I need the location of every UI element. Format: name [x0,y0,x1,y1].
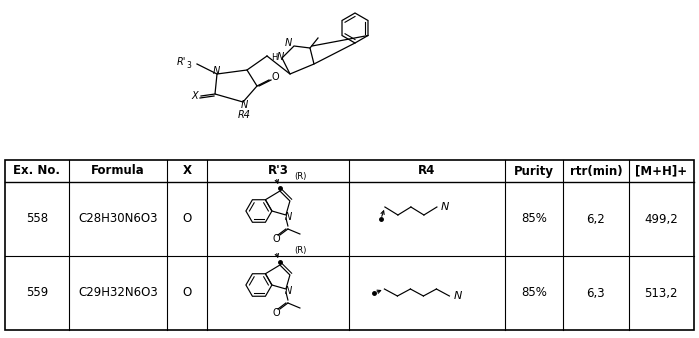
Text: 6,3: 6,3 [586,287,605,299]
Text: O: O [182,213,192,225]
Text: 559: 559 [26,287,48,299]
Text: R4: R4 [238,110,250,120]
Text: 499,2: 499,2 [644,213,678,225]
Text: C28H30N6O3: C28H30N6O3 [78,213,158,225]
Text: C29H32N6O3: C29H32N6O3 [78,287,158,299]
Text: 3: 3 [187,62,192,71]
Text: N: N [284,38,291,48]
Text: 558: 558 [26,213,48,225]
Text: R'3: R'3 [268,165,289,177]
Text: R4: R4 [418,165,435,177]
Text: 85%: 85% [521,287,547,299]
Text: Ex. No.: Ex. No. [13,165,61,177]
Text: Purity: Purity [514,165,554,177]
Text: [M+H]+: [M+H]+ [635,165,687,177]
Text: (R): (R) [294,246,306,256]
Text: 513,2: 513,2 [644,287,678,299]
Text: N: N [276,52,284,62]
Text: (R): (R) [294,172,306,182]
Text: H: H [271,53,278,63]
Text: N: N [284,286,291,296]
Text: O: O [271,72,279,82]
Text: rtr(min): rtr(min) [570,165,622,177]
Text: O: O [272,234,280,244]
Text: N: N [284,212,291,222]
Text: N: N [240,100,247,110]
Text: 85%: 85% [521,213,547,225]
Text: Formula: Formula [91,165,145,177]
Text: 6,2: 6,2 [586,213,605,225]
Text: N: N [441,202,449,212]
Text: O: O [272,308,280,318]
Text: O: O [182,287,192,299]
Text: R': R' [176,57,186,67]
Bar [5,160,694,330]
Text: N: N [212,66,219,76]
Text: N: N [454,291,462,301]
Text: X: X [182,165,192,177]
Text: X: X [192,91,199,101]
